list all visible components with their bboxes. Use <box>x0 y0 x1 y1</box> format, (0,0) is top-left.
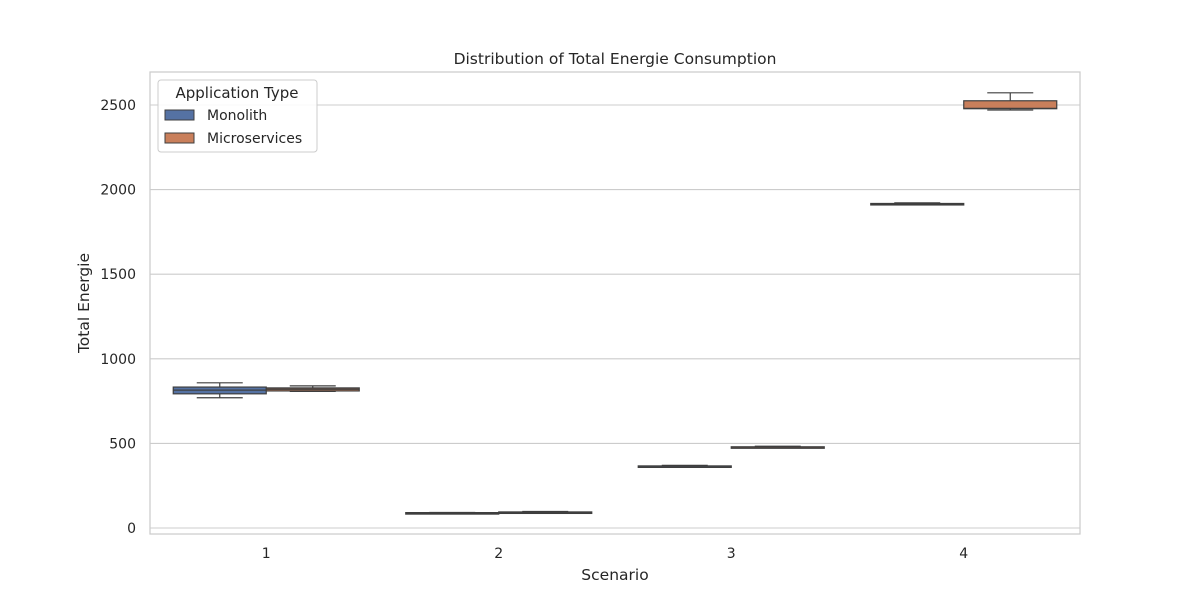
box-monolith-scenario-2 <box>405 511 500 515</box>
legend-label-microservices: Microservices <box>207 131 302 147</box>
x-axis-label: Scenario <box>581 566 648 584</box>
boxes <box>172 92 1058 515</box>
box-microservices-scenario-3 <box>730 445 825 449</box>
box-iqr <box>963 100 1058 110</box>
y-tick-label: 0 <box>127 521 136 537</box>
y-tick-label: 2500 <box>100 98 136 114</box>
x-tick-labels: 1 2 3 4 <box>262 546 969 562</box>
x-tick-label: 1 <box>262 546 271 562</box>
box-microservices-scenario-4 <box>963 92 1058 111</box>
x-tick-label: 4 <box>959 546 968 562</box>
legend-swatch-monolith <box>164 109 195 121</box>
x-tick-label: 3 <box>727 546 736 562</box>
box-microservices-scenario-1 <box>265 385 360 393</box>
y-axis-label: Total Energie <box>75 253 93 354</box>
y-tick-label: 1500 <box>100 267 136 283</box>
legend: Application Type Monolith Microservices <box>157 79 318 153</box>
plot-frame <box>149 71 1081 535</box>
x-tick-label: 2 <box>494 546 503 562</box>
grid-lines <box>150 104 1080 529</box>
y-tick-label: 500 <box>109 436 136 452</box>
box-monolith-scenario-4 <box>870 202 965 206</box>
legend-title: Application Type <box>175 84 298 102</box>
legend-entries: Monolith Microservices <box>164 108 302 147</box>
legend-frame <box>157 79 318 153</box>
box-monolith-scenario-3 <box>637 464 732 469</box>
y-tick-label: 1000 <box>100 352 136 368</box>
legend-swatch-microservices <box>164 132 195 144</box>
y-tick-labels: 0 500 1000 1500 2000 2500 <box>100 98 136 537</box>
y-tick-label: 2000 <box>100 183 136 199</box>
legend-label-monolith: Monolith <box>207 108 267 124</box>
chart-title: Distribution of Total Energie Consumptio… <box>454 50 777 68</box>
box-microservices-scenario-2 <box>498 510 593 515</box>
